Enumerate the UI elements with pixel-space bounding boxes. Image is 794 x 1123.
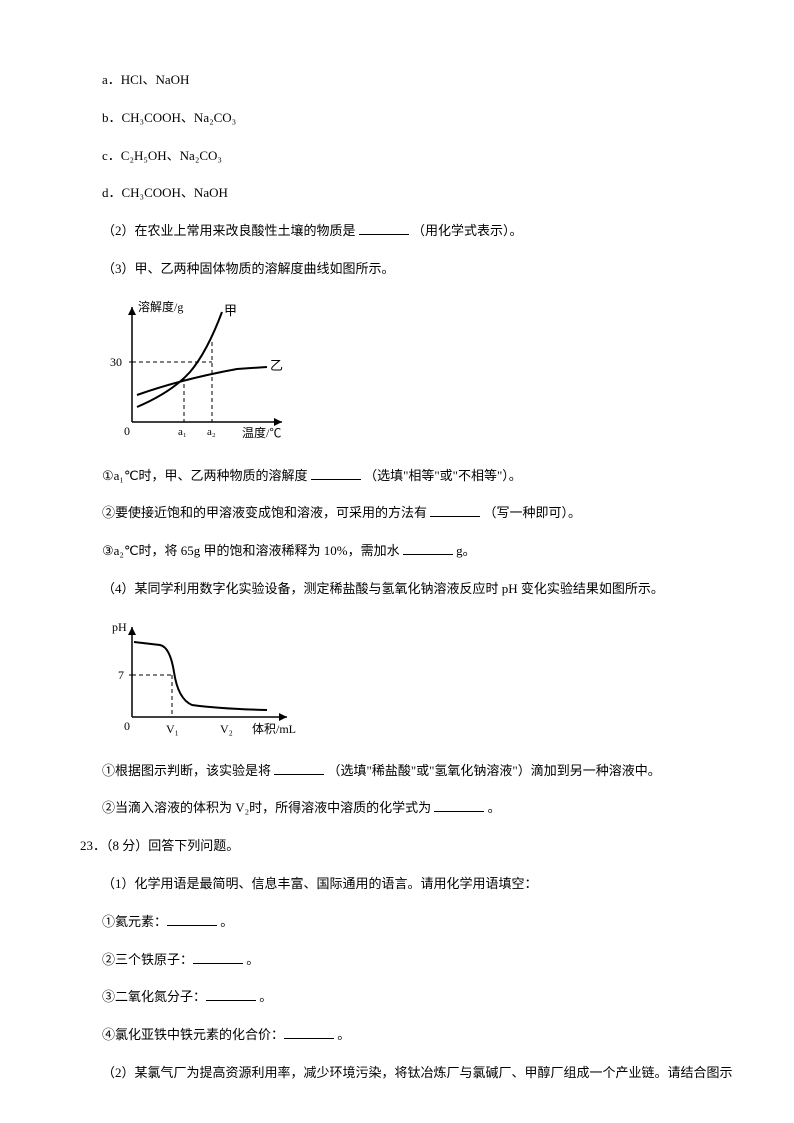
chart2-ylabel: pH	[112, 620, 127, 634]
q23-heading-text: 23．（8 分）回答下列问题。	[80, 838, 239, 853]
option-d: d．CH₃COOH、NaOH	[80, 183, 734, 204]
q4-intro-text: （4）某同学利用数字化实验设备，测定稀盐酸与氢氧化钠溶液反应时 pH 变化实验结…	[102, 581, 664, 596]
svg-text:V₁: V₁	[166, 722, 179, 736]
solubility-chart: 溶解度/g 温度/℃ 0 30 甲 乙 a₁ a₂	[102, 297, 734, 454]
q3-sub3: ③a₂℃时，将 65g 甲的饱和溶液稀释为 10%，需加水 g。	[80, 541, 734, 562]
chart1-xlabel: 温度/℃	[242, 425, 281, 440]
q4-sub1: ①根据图示判断，该实验是将 （选填"稀盐酸"或"氢氧化钠溶液"）滴加到另一种溶液…	[80, 761, 734, 782]
q2-blank	[359, 221, 409, 235]
q23-sub4: ④氯化亚铁中铁元素的化合价： 。	[80, 1025, 734, 1046]
svg-text:a₂: a₂	[207, 426, 216, 438]
ph-chart-svg: pH 体积/mL 0 7 V₁ V₂	[102, 617, 312, 742]
q23-sub4-before: ④氯化亚铁中铁元素的化合价：	[102, 1027, 284, 1042]
q23-sub1: ①氦元素： 。	[80, 912, 734, 933]
q23-sub3: ③二氧化氮分子： 。	[80, 987, 734, 1008]
svg-text:0: 0	[124, 719, 130, 733]
q4-sub2-blank	[434, 798, 484, 812]
q23-sub3-blank	[206, 987, 256, 1001]
q3-sub2-after: （写一种即可）。	[484, 505, 582, 520]
q23-p2-text: （2）某氯气厂为提高资源利用率，减少环境污染，将钛冶炼厂与氯碱厂、甲醇厂组成一个…	[102, 1065, 733, 1080]
q3-sub3-before: ③a₂℃时，将 65g 甲的饱和溶液稀释为 10%，需加水	[102, 543, 403, 558]
solubility-chart-svg: 溶解度/g 温度/℃ 0 30 甲 乙 a₁ a₂	[102, 297, 302, 447]
q3-sub1-after: （选填"相等"或"不相等"）。	[364, 468, 522, 483]
q23-p1-text: （1）化学用语是最简明、信息丰富、国际通用的语言。请用化学用语填空：	[102, 876, 538, 891]
q23-sub4-blank	[284, 1025, 334, 1039]
question-23-heading: 23．（8 分）回答下列问题。	[80, 836, 734, 857]
option-a: a．HCl、NaOH	[80, 70, 734, 91]
q23-p2: （2）某氯气厂为提高资源利用率，减少环境污染，将钛冶炼厂与氯碱厂、甲醇厂组成一个…	[80, 1063, 734, 1084]
q3-sub3-after: g。	[456, 543, 476, 558]
q23-sub3-after: 。	[259, 989, 272, 1004]
q2-after: （用化学式表示）。	[412, 223, 523, 238]
q23-sub2-after: 。	[246, 952, 259, 967]
q3-sub3-blank	[403, 541, 453, 555]
q2-before: （2）在农业上常用来改良酸性土壤的物质是	[102, 223, 359, 238]
svg-text:30: 30	[110, 355, 122, 369]
svg-text:a₁: a₁	[178, 426, 187, 438]
q23-sub1-after: 。	[220, 914, 233, 929]
q4-sub2-before: ②当滴入溶液的体积为 V₂时，所得溶液中溶质的化学式为	[102, 800, 434, 815]
chart1-curve-yi: 乙	[270, 358, 283, 373]
q3-sub2-before: ②要使接近饱和的甲溶液变成饱和溶液，可采用的方法有	[102, 505, 430, 520]
q4-sub1-before: ①根据图示判断，该实验是将	[102, 763, 274, 778]
chart1-curve-jia: 甲	[224, 303, 237, 318]
question-3-intro: （3）甲、乙两种固体物质的溶解度曲线如图所示。	[80, 259, 734, 280]
q23-sub3-before: ③二氧化氮分子：	[102, 989, 206, 1004]
q3-intro-text: （3）甲、乙两种固体物质的溶解度曲线如图所示。	[102, 261, 395, 276]
q4-sub1-after: （选填"稀盐酸"或"氢氧化钠溶液"）滴加到另一种溶液中。	[328, 763, 661, 778]
chart1-ylabel: 溶解度/g	[138, 299, 183, 314]
question-2: （2）在农业上常用来改良酸性土壤的物质是 （用化学式表示）。	[80, 221, 734, 242]
option-c: c．C₂H₅OH、Na₂CO₃	[80, 146, 734, 167]
q23-sub2: ②三个铁原子： 。	[80, 950, 734, 971]
q4-sub2: ②当滴入溶液的体积为 V₂时，所得溶液中溶质的化学式为 。	[80, 798, 734, 819]
option-c-text: c．C₂H₅OH、Na₂CO₃	[102, 148, 222, 163]
svg-text:7: 7	[118, 668, 124, 682]
svg-text:V₂: V₂	[220, 722, 233, 736]
option-b-text: b．CH₃COOH、Na₂CO₃	[102, 110, 236, 125]
q3-sub1-before: ①a₁℃时，甲、乙两种物质的溶解度	[102, 468, 311, 483]
svg-text:0: 0	[124, 424, 130, 438]
option-b: b．CH₃COOH、Na₂CO₃	[80, 108, 734, 129]
q23-p1: （1）化学用语是最简明、信息丰富、国际通用的语言。请用化学用语填空：	[80, 874, 734, 895]
q4-sub1-blank	[274, 761, 324, 775]
q3-sub1: ①a₁℃时，甲、乙两种物质的溶解度 （选填"相等"或"不相等"）。	[80, 466, 734, 487]
q3-sub1-blank	[311, 466, 361, 480]
option-a-text: a．HCl、NaOH	[102, 72, 189, 87]
q4-sub2-after: 。	[488, 800, 501, 815]
q3-sub2-blank	[430, 503, 480, 517]
q3-sub2: ②要使接近饱和的甲溶液变成饱和溶液，可采用的方法有 （写一种即可）。	[80, 503, 734, 524]
q23-sub1-before: ①氦元素：	[102, 914, 167, 929]
q23-sub4-after: 。	[337, 1027, 350, 1042]
option-d-text: d．CH₃COOH、NaOH	[102, 185, 228, 200]
q23-sub1-blank	[167, 912, 217, 926]
q23-sub2-blank	[193, 950, 243, 964]
q23-sub2-before: ②三个铁原子：	[102, 952, 193, 967]
question-4-intro: （4）某同学利用数字化实验设备，测定稀盐酸与氢氧化钠溶液反应时 pH 变化实验结…	[80, 579, 734, 600]
ph-chart: pH 体积/mL 0 7 V₁ V₂	[102, 617, 734, 749]
chart2-xlabel: 体积/mL	[252, 722, 296, 736]
